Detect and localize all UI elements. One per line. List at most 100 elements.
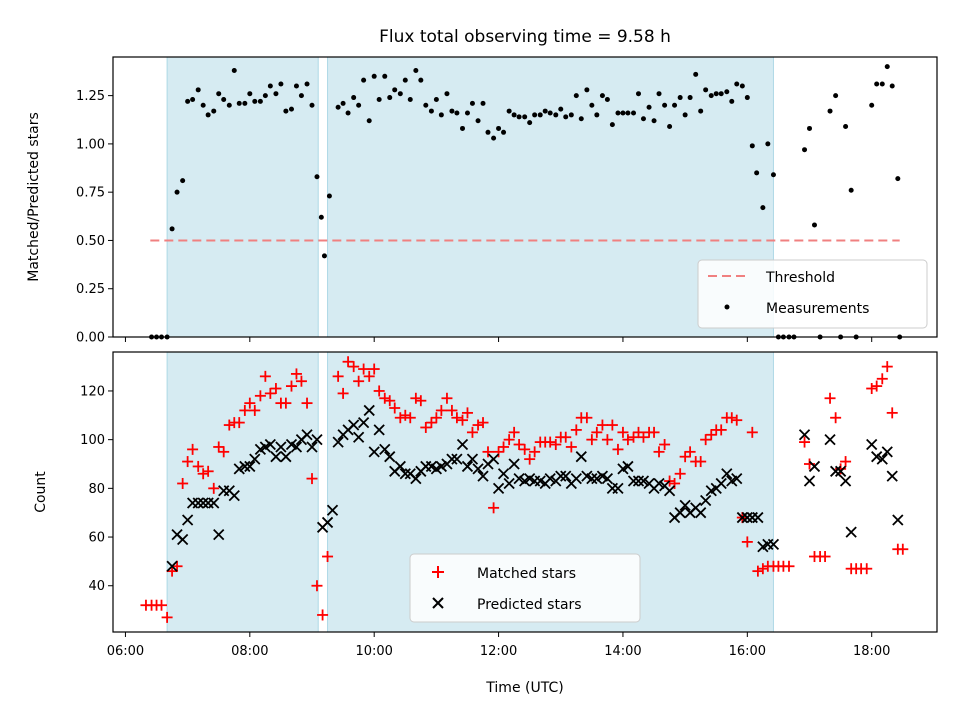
matched-star-point-57 bbox=[441, 392, 453, 404]
matched-star-point-47 bbox=[389, 402, 401, 414]
measurement-point-114 bbox=[739, 83, 745, 89]
legend-matched-label: Matched stars bbox=[477, 566, 576, 582]
bottom-y-axis-label: Count bbox=[33, 471, 49, 513]
matched-star-point-69 bbox=[503, 434, 515, 446]
matched-star-point-30 bbox=[295, 375, 307, 387]
measurement-point-130 bbox=[833, 93, 839, 99]
measurement-point-38 bbox=[345, 110, 351, 116]
measurement-point-99 bbox=[662, 102, 668, 108]
measurement-point-115 bbox=[744, 95, 750, 101]
measurement-point-85 bbox=[589, 102, 595, 108]
measurement-point-126 bbox=[807, 125, 813, 131]
matched-star-point-98 bbox=[653, 446, 665, 458]
measurement-point-71 bbox=[516, 114, 522, 120]
predicted-star-point-130 bbox=[892, 514, 904, 526]
predicted-star-point-84 bbox=[601, 472, 614, 485]
predicted-star-point-6 bbox=[197, 497, 209, 509]
top-ytick-label-0: 0.00 bbox=[76, 331, 105, 346]
matched-star-point-92 bbox=[622, 434, 634, 446]
matched-star-point-21 bbox=[249, 404, 261, 416]
predicted-star-point-67 bbox=[513, 472, 525, 485]
measurement-point-9 bbox=[195, 87, 201, 93]
matched-star-point-54 bbox=[425, 417, 437, 429]
matched-star-point-38 bbox=[342, 356, 354, 368]
predicted-star-point-40 bbox=[373, 424, 385, 436]
top-plot-frame bbox=[112, 56, 938, 338]
predicted-star-point-91 bbox=[637, 475, 650, 487]
matched-star-point-66 bbox=[488, 502, 500, 514]
measurement-point-61 bbox=[464, 110, 470, 116]
matched-star-point-62 bbox=[466, 426, 478, 438]
bottom-xtick-label-6: 18:00 bbox=[853, 644, 890, 659]
predicted-star-point-28 bbox=[311, 434, 323, 446]
measurement-point-35 bbox=[326, 193, 332, 199]
bottom-ytick-label-1: 60 bbox=[88, 531, 105, 546]
measurement-point-4 bbox=[169, 226, 175, 232]
matched-star-point-88 bbox=[601, 434, 613, 446]
matched-star-point-74 bbox=[529, 446, 541, 458]
predicted-star-point-118 bbox=[803, 475, 816, 487]
matched-star-point-89 bbox=[606, 419, 618, 431]
predicted-star-point-107 bbox=[721, 468, 733, 480]
measurement-point-24 bbox=[273, 91, 279, 97]
measurement-point-56 bbox=[438, 112, 444, 118]
measurement-point-13 bbox=[216, 91, 222, 97]
measurement-point-47 bbox=[392, 87, 398, 93]
matched-star-point-107 bbox=[700, 434, 712, 446]
predicted-star-point-89 bbox=[627, 475, 640, 487]
predicted-star-point-58 bbox=[466, 453, 479, 465]
legend-measurements-label: Measurements bbox=[766, 301, 869, 317]
matched-star-point-37 bbox=[337, 387, 349, 399]
measurement-point-54 bbox=[428, 108, 434, 114]
predicted-star-point-15 bbox=[244, 460, 256, 473]
matched-star-point-6 bbox=[171, 560, 183, 572]
measurement-point-65 bbox=[485, 129, 491, 135]
predicted-star-point-47 bbox=[410, 472, 422, 485]
legend-predicted-swatch bbox=[432, 597, 444, 609]
measurement-point-46 bbox=[387, 95, 393, 101]
measurement-point-50 bbox=[407, 96, 413, 102]
matched-star-point-16 bbox=[223, 419, 235, 431]
measurement-point-27 bbox=[288, 106, 294, 112]
predicted-star-point-79 bbox=[575, 451, 587, 463]
matched-stars-points bbox=[140, 356, 909, 623]
measurement-point-105 bbox=[693, 71, 699, 77]
measurement-point-96 bbox=[646, 104, 652, 110]
predicted-star-point-41 bbox=[379, 443, 391, 456]
matched-star-point-59 bbox=[451, 412, 463, 424]
matched-star-point-22 bbox=[254, 390, 266, 402]
matched-star-point-20 bbox=[244, 397, 256, 409]
matched-star-point-53 bbox=[420, 421, 432, 433]
measurement-point-30 bbox=[304, 81, 310, 87]
predicted-star-point-98 bbox=[674, 507, 686, 519]
matched-star-point-7 bbox=[177, 477, 189, 489]
measurement-point-68 bbox=[501, 129, 507, 135]
matched-star-point-42 bbox=[363, 370, 375, 382]
measurement-point-98 bbox=[656, 91, 662, 97]
predicted-star-point-64 bbox=[497, 468, 510, 480]
measurement-point-79 bbox=[558, 106, 564, 112]
matched-star-point-95 bbox=[637, 431, 649, 443]
measurement-point-137 bbox=[879, 81, 885, 87]
matched-star-point-41 bbox=[358, 363, 370, 375]
measurement-points bbox=[149, 64, 903, 340]
matched-star-point-39 bbox=[348, 361, 360, 373]
matched-star-point-99 bbox=[659, 439, 671, 451]
measurement-point-11 bbox=[205, 112, 211, 118]
measurement-point-20 bbox=[252, 98, 258, 104]
matched-star-point-103 bbox=[679, 451, 691, 463]
measurement-point-110 bbox=[718, 91, 724, 97]
bottom-xtick-label-2: 10:00 bbox=[355, 644, 392, 659]
measurement-point-125 bbox=[802, 147, 808, 153]
measurement-point-36 bbox=[335, 104, 341, 110]
matched-star-point-106 bbox=[695, 456, 707, 468]
matched-star-point-11 bbox=[197, 468, 209, 480]
top-legend: Threshold Measurements bbox=[697, 259, 928, 329]
matched-star-point-116 bbox=[746, 426, 758, 438]
bottom-y-axis-ticks: 40 60 80 100 120 bbox=[80, 384, 113, 594]
predicted-star-point-42 bbox=[384, 451, 396, 463]
measurement-point-39 bbox=[351, 95, 357, 101]
predicted-star-point-66 bbox=[508, 458, 520, 470]
measurement-point-49 bbox=[402, 77, 408, 83]
predicted-star-point-45 bbox=[399, 468, 411, 480]
